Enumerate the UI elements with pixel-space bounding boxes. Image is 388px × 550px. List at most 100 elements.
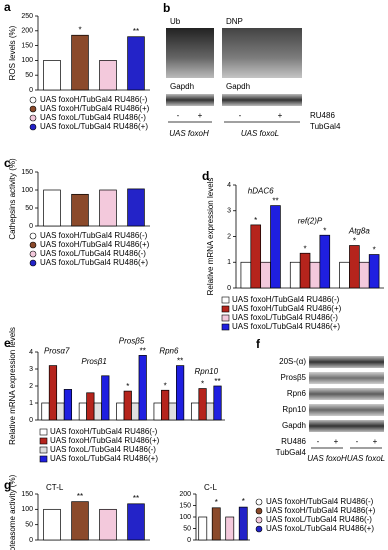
lane-sign: + xyxy=(198,111,203,120)
legend-marker xyxy=(255,498,263,506)
legend-marker xyxy=(29,123,37,131)
y-tick-label: 1 xyxy=(227,259,231,266)
blot-label: Ub xyxy=(170,17,181,26)
blot-panel-f: f 20S-(α) Prosβ5 Rpn6 Rpn10 Gapdh RU486 … xyxy=(256,337,385,463)
legend-label: UAS foxoH/TubGal4 RU486(+) xyxy=(266,506,376,515)
bar xyxy=(63,389,73,421)
legend-label: UAS foxoH/TubGal4 RU486(+) xyxy=(50,436,160,445)
legend-label: UAS foxoH/TubGal4 RU486(-) xyxy=(40,95,148,104)
bar xyxy=(198,388,207,421)
y-axis-label: Proteasome activity (%) xyxy=(8,474,17,550)
bar xyxy=(240,261,252,289)
legend-marker xyxy=(255,516,263,524)
y-tick-label: 4 xyxy=(29,349,33,356)
legend-marker xyxy=(29,96,37,104)
blot-label: Gapdh xyxy=(282,421,306,430)
legend-label: UAS foxoH/TubGal4 RU486(-) xyxy=(232,295,340,304)
bar xyxy=(43,189,61,227)
bar xyxy=(71,34,89,91)
panel-letter: c xyxy=(4,156,11,170)
bar xyxy=(99,189,117,227)
bar xyxy=(211,507,221,541)
y-tick-label: 150 xyxy=(21,169,33,176)
legend-marker xyxy=(29,114,37,122)
bar xyxy=(270,205,281,289)
legend-label: UAS foxoH/TubGal4 RU486(-) xyxy=(266,497,374,506)
bar xyxy=(131,402,140,421)
bar xyxy=(43,508,61,541)
y-axis-label: ROS levels (%) xyxy=(8,25,17,80)
y-axis-label: Relative mRNA expression levels xyxy=(206,178,215,296)
legend-label: UAS foxoH/TubGal4 RU486(+) xyxy=(40,104,150,113)
y-tick-label: 100 xyxy=(179,514,191,521)
bar xyxy=(127,36,145,91)
legend-label: UAS foxoH/TubGal4 RU486(-) xyxy=(50,427,158,436)
y-tick-label: 1 xyxy=(29,400,33,407)
significance: ** xyxy=(133,27,139,36)
legend-marker xyxy=(221,314,230,322)
blot-label: 20S-(α) xyxy=(279,357,306,366)
legend-marker xyxy=(255,525,263,533)
significance: ** xyxy=(177,357,183,366)
blot-image xyxy=(309,420,384,432)
blot-image xyxy=(309,388,384,400)
bar xyxy=(43,60,61,91)
lane-sign: - xyxy=(177,111,180,120)
significance: * xyxy=(304,244,307,253)
category-label: ref(2)P xyxy=(298,216,323,225)
category-label: Prosβ1 xyxy=(81,357,106,366)
y-tick-label: 3 xyxy=(227,208,231,215)
panel-letter: g xyxy=(4,478,11,492)
significance: * xyxy=(373,246,376,255)
panel-letter: b xyxy=(163,1,170,15)
y-tick-label: 50 xyxy=(25,522,33,529)
bar xyxy=(213,385,222,421)
blot-image xyxy=(166,28,214,78)
blot-label: DNP xyxy=(226,17,243,26)
bar xyxy=(99,60,117,91)
legend-marker xyxy=(39,428,48,436)
legend-marker xyxy=(255,507,263,515)
y-axis-label: Relative mRNA expression levels xyxy=(8,327,17,445)
bar xyxy=(71,501,89,541)
bar xyxy=(299,252,311,289)
blot-label: Rpn10 xyxy=(282,405,306,414)
y-tick-label: 100 xyxy=(21,506,33,513)
legend-label: UAS foxoL/TubGal4 RU486(+) xyxy=(40,258,148,267)
legend-marker xyxy=(39,455,48,463)
blot-image xyxy=(166,94,214,106)
significance: ** xyxy=(133,494,139,503)
legend-label: UAS foxoL/TubGal4 RU486(+) xyxy=(232,322,340,331)
bar xyxy=(309,261,321,289)
panel-letter: e xyxy=(4,336,11,350)
bar xyxy=(176,365,185,421)
y-tick-label: 4 xyxy=(227,182,231,189)
y-tick-label: 200 xyxy=(179,491,191,498)
bar xyxy=(153,402,162,421)
bar xyxy=(198,516,208,541)
bar xyxy=(93,402,102,421)
y-tick-label: 2 xyxy=(29,383,33,390)
driver-label: TubGal4 xyxy=(310,122,341,131)
chart-title: CT-L xyxy=(46,483,64,492)
treatment-label: RU486 xyxy=(281,437,306,446)
y-tick-label: 0 xyxy=(29,223,33,230)
significance: * xyxy=(164,381,167,390)
legend-label: UAS foxoL/TubGal4 RU486(-) xyxy=(50,445,156,454)
category-label: Rpn10 xyxy=(195,367,219,376)
bar xyxy=(138,355,147,421)
blot-image xyxy=(309,372,384,384)
bar xyxy=(319,234,331,289)
y-tick-label: 100 xyxy=(21,187,33,194)
bar xyxy=(48,365,58,421)
bar xyxy=(349,245,360,289)
bar xyxy=(289,261,301,289)
significance: * xyxy=(201,380,204,389)
y-tick-label: 250 xyxy=(21,13,33,20)
blot-image xyxy=(309,404,384,416)
genotype-label: UAS foxoH xyxy=(307,454,347,463)
blot-label: Prosβ5 xyxy=(281,373,307,382)
category-label: Rpn6 xyxy=(159,347,179,356)
driver-label: TubGal4 xyxy=(276,448,307,457)
